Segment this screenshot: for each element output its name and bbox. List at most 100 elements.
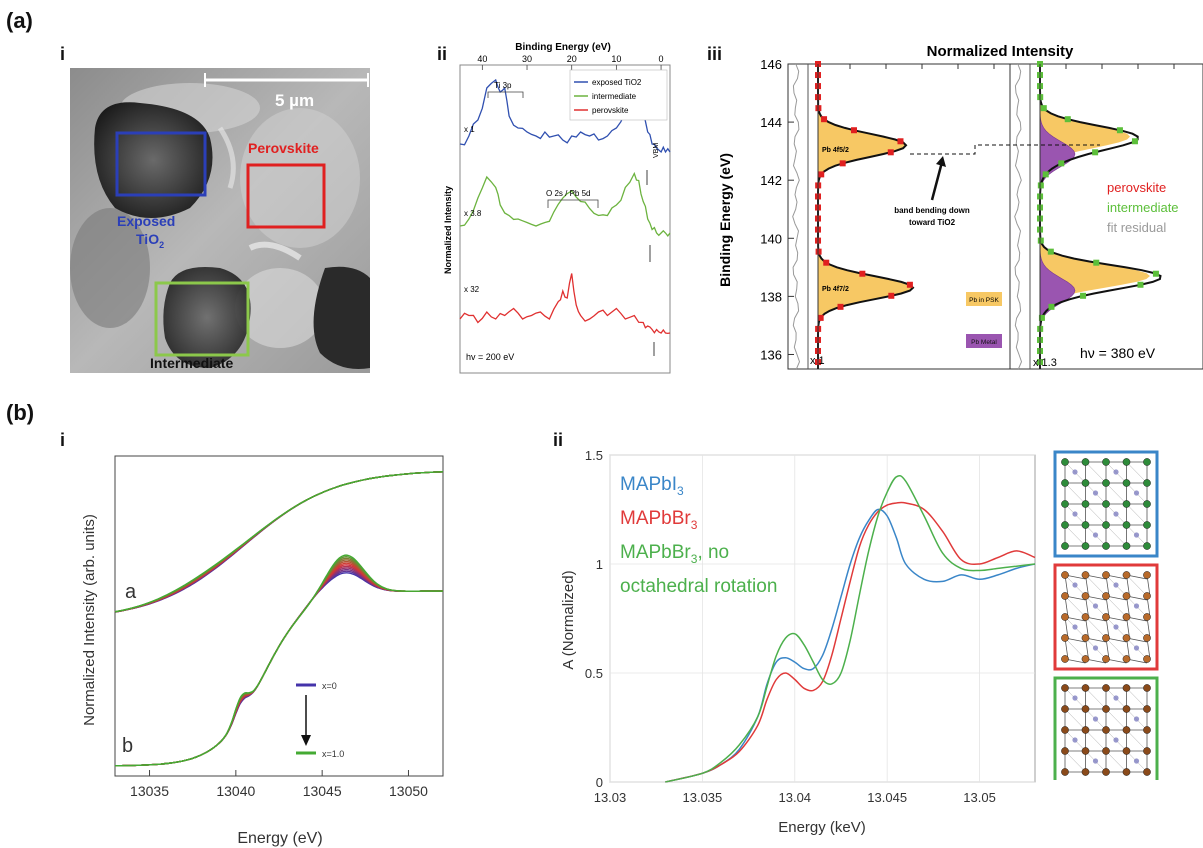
left-spectrum (792, 61, 915, 370)
y-axis-title: A (Normalized) (560, 570, 577, 669)
x-tick-label: 13.04 (779, 790, 812, 805)
series-line-1 (459, 171, 671, 237)
chart-title: Normalized Intensity (927, 43, 1074, 60)
x-tick-label: 13045 (303, 783, 342, 799)
structure-box-0 (1053, 450, 1159, 558)
data-point (1064, 116, 1071, 123)
y-tick-label: 146 (760, 57, 782, 72)
region-box-intermediate (154, 281, 250, 357)
legend-box (569, 69, 668, 121)
y-tick-label: 0 (596, 775, 603, 790)
sublabel-b-i: i (60, 430, 66, 450)
x-tick-label: 13.03 (594, 790, 627, 805)
species-box-pb-metal (966, 334, 1002, 348)
data-point (815, 248, 822, 255)
y-tick-label: 138 (760, 289, 782, 304)
peak-label-4f52: Pb 4f5/2 (822, 147, 849, 154)
data-point (1038, 314, 1045, 321)
legend-label-x1: x=1.0 (322, 749, 344, 759)
axis-ticks: 13.03 13.035 13.04 13.045 13.05 0 0.5 1 1.5 (585, 448, 996, 805)
data-point (821, 116, 828, 123)
x-axis-ticks: 40 30 20 10 0 (477, 54, 664, 70)
x-tick-label: 40 (477, 54, 487, 64)
chart-pb4f-core-level: Normalized Intensity Binding Energy (eV)… (717, 43, 1203, 370)
plot-frame (787, 63, 1203, 370)
x-tick-label: 13.05 (963, 790, 996, 805)
y-tick-label: 1.5 (585, 448, 603, 463)
structure-box-1 (1053, 563, 1159, 671)
data-point (818, 171, 825, 178)
data-point (887, 149, 894, 156)
x-tick-label: 13035 (130, 783, 169, 799)
sublabel-a-ii: ii (437, 44, 448, 64)
y-tick-label: 144 (760, 115, 782, 130)
legend-label-perovskite: perovskite (592, 106, 629, 115)
x-axis-title: Energy (keV) (778, 819, 866, 836)
pb-psk-fill (818, 64, 913, 369)
multiplier-3: x 32 (464, 285, 480, 294)
panel-label-a: (a) (6, 8, 33, 33)
fit-residual-line (792, 63, 801, 370)
series-line-2 (665, 474, 1036, 783)
curve-bundle (114, 471, 444, 767)
data-point (823, 259, 830, 266)
legend-perovskite: perovskite (1107, 180, 1166, 195)
series-group (665, 474, 1036, 783)
x-tick-label: 13.045 (867, 790, 907, 805)
legend-label-exposed: exposed TiO2 (592, 78, 642, 87)
chart-xanes-series: Normalized Intensity (arb. units) Energy… (81, 455, 444, 847)
region-label-exposed: Exposed (117, 213, 175, 229)
plot-frame (609, 454, 1036, 783)
y-tick-label: 1 (596, 557, 603, 572)
data-point (1116, 127, 1123, 134)
data-point (817, 314, 824, 321)
data-point (1080, 292, 1087, 299)
y-axis-title: Normalized Intensity (arb. units) (81, 514, 98, 726)
data-point (1058, 160, 1065, 167)
band-bending-line (910, 144, 1100, 155)
data-point (1042, 171, 1049, 178)
data-point (897, 138, 904, 145)
x-tick-label: 13040 (216, 783, 255, 799)
data-point (850, 127, 857, 134)
annotation-band-bending-1: band bending down (894, 206, 970, 215)
annotation-vbm: VBM (653, 143, 660, 158)
y-tick-label: 140 (760, 231, 782, 246)
annotation-band-bending-2: toward TiO2 (909, 218, 956, 227)
scale-bar-label: 5 µm (275, 91, 314, 110)
fit-residual-line (1014, 63, 1023, 370)
data-point (837, 303, 844, 310)
legend-fit-residual: fit residual (1107, 220, 1166, 235)
series-line-0 (459, 78, 671, 154)
multiplier-2: x 3.8 (464, 209, 482, 218)
x-tick-label: 0 (659, 54, 664, 64)
annotation-photon-energy: hv = 200 eV (466, 352, 514, 362)
curve-b-line (114, 554, 443, 767)
data-point (1093, 259, 1100, 266)
data-point (1047, 248, 1054, 255)
legend-label-mapbbr3-norot: MAPbBr3, no (620, 542, 729, 566)
series-line-1 (665, 501, 1036, 783)
right-spectrum (1014, 61, 1162, 370)
x-axis-ticks: 13035 13040 13045 13050 (130, 770, 428, 799)
region-box-exposed (115, 131, 207, 197)
x-tick-label: 20 (567, 54, 577, 64)
curve-label-a: a (125, 581, 137, 603)
y-axis-title: Binding Energy (eV) (717, 153, 733, 287)
data-point (1048, 303, 1055, 310)
dark-grain-2 (163, 267, 251, 368)
series-line-2 (459, 273, 671, 335)
data-point (1152, 270, 1159, 277)
x-tick-label: 13050 (389, 783, 428, 799)
data-point (906, 281, 913, 288)
annotation-ti3p: Ti 3p (494, 81, 512, 90)
data-point (1037, 182, 1044, 189)
y-tick-label: 0.5 (585, 666, 603, 681)
series-group (459, 78, 671, 335)
y-axis-ticks: 136 138 140 142 144 146 (760, 57, 794, 362)
sem-micrograph: 5 µm Exposed TiO2 Perovskite Intermediat… (70, 68, 370, 373)
legend-label-octahedral: octahedral rotation (620, 576, 777, 597)
multiplier-1: x 1 (464, 125, 475, 134)
fit-envelope (817, 64, 915, 369)
sublabel-a-i: i (60, 44, 66, 64)
